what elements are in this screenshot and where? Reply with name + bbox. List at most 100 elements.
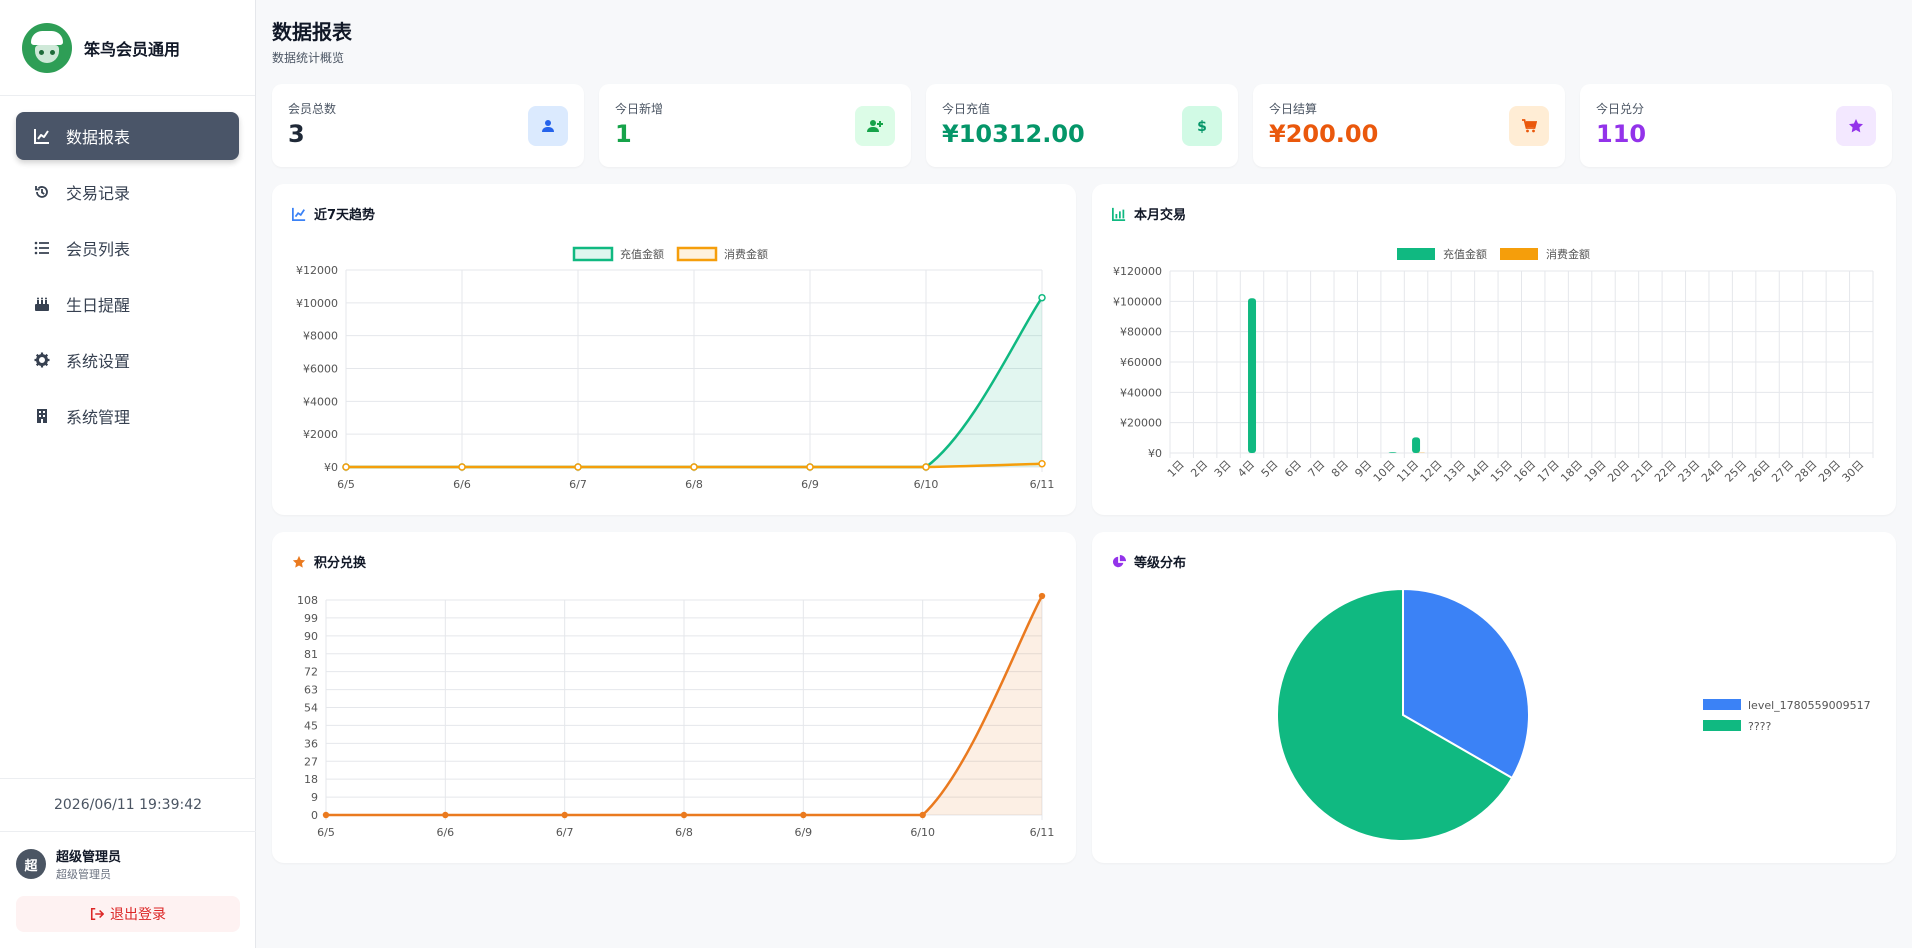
- y-tick-label: 81: [304, 648, 318, 661]
- level-pie-chart: level_1780559009517????: [1276, 587, 1871, 842]
- building-icon: [32, 408, 52, 424]
- x-tick-label: 2日: [1188, 458, 1210, 480]
- x-tick-label: 1日: [1165, 458, 1187, 480]
- pie-slice: [1276, 587, 1514, 842]
- trend-line-chart: ¥0 ¥2000 ¥4000 ¥6000 ¥8000 ¥10000 ¥12000 6/5 6/6…: [296, 246, 1055, 491]
- logout-label: 退出登录: [110, 907, 166, 923]
- sidebar-item-label: 系统设置: [66, 352, 131, 371]
- stat-label: 今日新增: [615, 102, 664, 116]
- y-tick-label: 54: [304, 702, 318, 715]
- data-point: [680, 811, 688, 819]
- cart-icon: [1509, 106, 1549, 146]
- user-icon: [528, 106, 568, 146]
- x-tick-label: 16日: [1511, 458, 1538, 485]
- user-role: 超级管理员: [56, 868, 111, 881]
- bar: [1248, 298, 1257, 453]
- y-tick-label: 45: [304, 719, 318, 732]
- logout-button[interactable]: 退出登录: [16, 896, 240, 932]
- birthday-cake-icon: [32, 296, 52, 312]
- data-point: [922, 463, 930, 471]
- app-name: 笨鸟会员通用: [84, 39, 181, 59]
- card-title: 积分兑换: [314, 556, 367, 571]
- y-tick-label: ¥12000: [296, 264, 338, 277]
- logo: [22, 22, 72, 73]
- y-tick-label: ¥8000: [303, 330, 338, 343]
- x-tick-label: 25日: [1722, 458, 1749, 485]
- stat-card-members: 会员总数 3: [272, 84, 584, 167]
- y-tick-label: 36: [304, 737, 318, 750]
- sidebar-item-members[interactable]: 会员列表: [16, 224, 239, 272]
- data-point: [574, 463, 582, 471]
- legend-swatch: [572, 246, 614, 262]
- x-tick-label: 3日: [1212, 458, 1234, 480]
- legend-label: ????: [1748, 720, 1772, 733]
- data-point: [800, 811, 807, 819]
- stat-label: 今日兑分: [1596, 102, 1645, 116]
- y-tick-label: ¥10000: [296, 297, 338, 310]
- sidebar-item-settings[interactable]: 系统设置: [16, 336, 239, 384]
- stat-value: 110: [1596, 120, 1647, 148]
- x-tick-label: 6/11: [1030, 826, 1055, 839]
- legend-swatch: [1703, 720, 1741, 731]
- y-tick-label: 99: [304, 612, 318, 625]
- sidebar-item-label: 会员列表: [66, 240, 131, 259]
- page-subtitle: 数据统计概览: [272, 51, 345, 65]
- sidebar-item-system[interactable]: 系统管理: [16, 392, 239, 440]
- sidebar-item-birthday[interactable]: 生日提醒: [16, 280, 239, 328]
- data-point: [561, 811, 568, 819]
- x-tick-label: 13日: [1441, 458, 1468, 485]
- pie-chart-icon: [1112, 554, 1126, 567]
- y-tick-label: ¥40000: [1120, 386, 1162, 399]
- points-line-chart: 0 9 18 27 36 45 54 63 72 81 90 99 108 6/5 6/6 6/7 6/8 6/9…: [297, 592, 1055, 839]
- legend-label: 充值金额: [1443, 247, 1487, 261]
- page-title: 数据报表: [272, 20, 352, 44]
- brand: 笨鸟会员通用: [0, 0, 255, 96]
- bar: [1388, 452, 1397, 453]
- current-datetime: 2026/06/11 19:39:42: [0, 778, 256, 832]
- data-point: [1038, 592, 1046, 600]
- points-chart-card: 积分兑换 0 9 18 27 36 45 54 63 72 81 90 99 108 6/5 6/6 6/7 6…: [272, 532, 1076, 863]
- x-tick-label: 6/6: [436, 826, 454, 839]
- legend-label: level_1780559009517: [1748, 699, 1871, 712]
- data-point: [919, 811, 926, 819]
- x-tick-label: 6/8: [685, 478, 703, 491]
- x-tick-label: 30日: [1840, 458, 1867, 485]
- user-name: 超级管理员: [56, 850, 122, 865]
- user-plus-icon: [855, 106, 895, 146]
- x-tick-label: 24日: [1699, 458, 1726, 485]
- y-tick-label: 0: [311, 809, 318, 822]
- x-tick-label: 6/11: [1030, 478, 1055, 491]
- trend-chart-card: 近7天趋势 ¥0 ¥2000 ¥4000 ¥6000 ¥8000 ¥10000 ¥12000…: [272, 184, 1076, 515]
- stat-label: 会员总数: [288, 102, 337, 116]
- legend-swatch: [1500, 248, 1538, 260]
- bar: [1412, 437, 1421, 453]
- x-tick-label: 6/6: [453, 478, 471, 491]
- x-tick-label: 6/7: [556, 826, 574, 839]
- stat-value: 1: [615, 120, 632, 148]
- sidebar-item-reports[interactable]: 数据报表: [16, 112, 239, 160]
- card-title: 本月交易: [1134, 208, 1187, 223]
- x-tick-label: 17日: [1535, 458, 1562, 485]
- gear-icon: [32, 352, 52, 368]
- pie-slice: [1402, 587, 1530, 780]
- sidebar-item-label: 系统管理: [66, 408, 131, 427]
- dollar-icon: $: [1182, 106, 1222, 146]
- y-tick-label: ¥2000: [303, 428, 338, 441]
- legend-label: 充值金额: [620, 247, 664, 261]
- y-tick-label: 18: [304, 773, 318, 786]
- x-tick-label: 6/10: [914, 478, 939, 491]
- y-tick-label: ¥4000: [303, 395, 338, 408]
- sidebar-item-transactions[interactable]: 交易记录: [16, 168, 239, 216]
- x-tick-label: 10日: [1371, 458, 1398, 485]
- y-tick-label: ¥120000: [1113, 265, 1162, 278]
- data-point: [458, 463, 466, 471]
- y-tick-label: ¥20000: [1120, 417, 1162, 430]
- x-tick-label: 23日: [1676, 458, 1703, 485]
- x-tick-label: 6/7: [569, 478, 587, 491]
- x-tick-label: 12日: [1418, 458, 1445, 485]
- avatar: 超: [16, 849, 46, 879]
- x-tick-label: 26日: [1746, 458, 1773, 485]
- x-tick-label: 6/10: [910, 826, 935, 839]
- card-title: 等级分布: [1134, 556, 1187, 571]
- y-tick-label: 63: [304, 684, 318, 697]
